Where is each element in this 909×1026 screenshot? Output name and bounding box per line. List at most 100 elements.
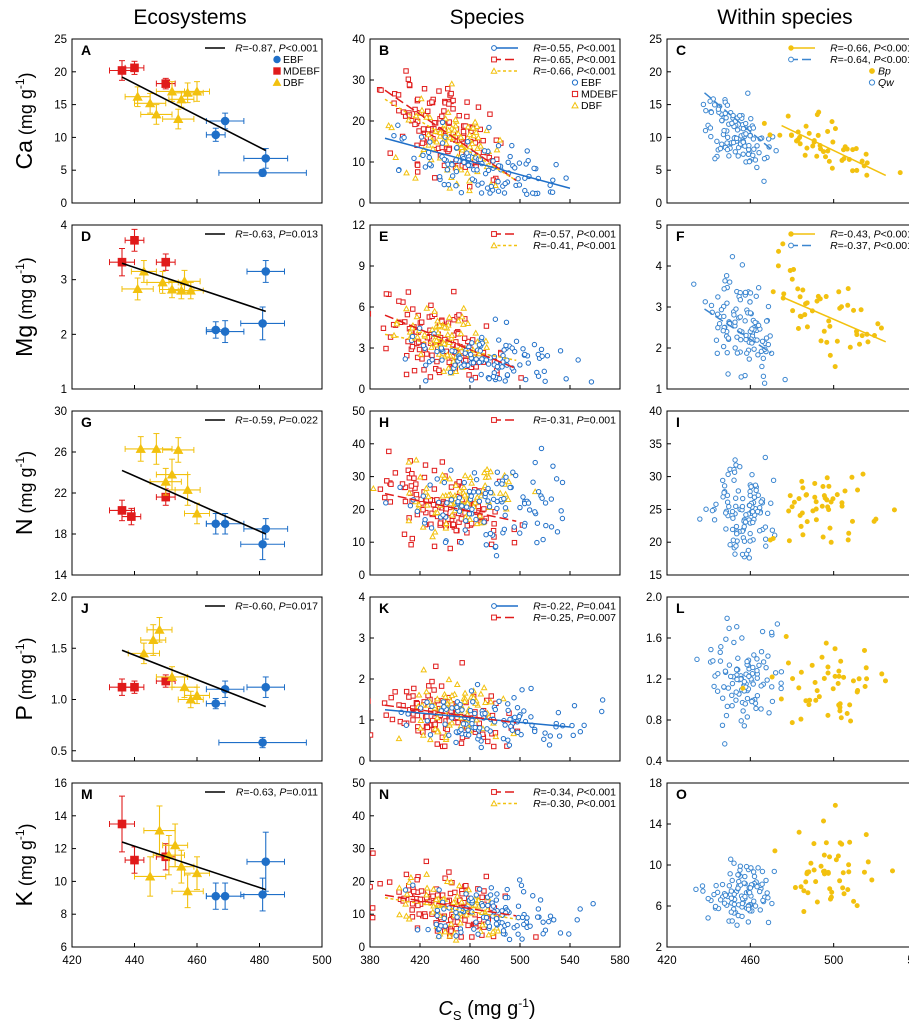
legend-marker [491, 614, 497, 621]
scatter-point-ebf [599, 708, 605, 715]
scatter-point-ebf [550, 177, 556, 183]
y-tick-label: 6 [656, 901, 662, 913]
scatter-point-dbf [452, 116, 459, 123]
scatter-point-qw [745, 906, 752, 912]
scatter-point-ebf [493, 553, 500, 559]
fit-line-ebf [384, 137, 571, 189]
y-tick-label: 5 [656, 165, 662, 177]
panel-o: 2 6 10 14 18 420 460 500 540 O [649, 778, 909, 967]
marker-ebf [220, 519, 230, 529]
scatter-point-qw [731, 860, 737, 866]
legend-label: Qw [878, 77, 895, 89]
scatter-point-mdebf [448, 928, 454, 934]
scatter-point-qw [742, 120, 749, 127]
scatter-point-ebf [488, 885, 495, 891]
scatter-point-dbf [457, 166, 465, 173]
scatter-point-qw [743, 131, 749, 137]
scatter-point-dbf [489, 928, 497, 935]
scatter-point-ebf [454, 914, 460, 920]
data-point-mdebf [124, 846, 145, 874]
scatter-point-ebf [511, 348, 518, 355]
scatter-point-qw [713, 337, 720, 343]
scatter-point-ebf [490, 903, 497, 909]
scatter-point-dbf [473, 716, 480, 723]
scatter-point-bp [783, 634, 789, 640]
scatter-point-bp [770, 289, 776, 295]
scatter-point-dbf [429, 908, 437, 915]
scatter-point-ebf [571, 702, 578, 709]
plot-frame [666, 782, 909, 948]
scatter-point-ebf [485, 485, 491, 492]
scatter-point-qw [763, 335, 770, 341]
scatter-point-ebf [495, 178, 501, 185]
scatter-point-dbf [442, 519, 450, 526]
scatter-point-ebf [449, 705, 455, 711]
fit-line-fit [121, 262, 267, 313]
scatter-point-bp [856, 676, 862, 682]
scatter-point-dbf [434, 329, 442, 336]
row-label-mg: Mg (mg g-1) [11, 257, 37, 357]
scatter-point-dbf [464, 169, 471, 176]
scatter-point-mdebf [451, 288, 457, 295]
scatter-point-qw [769, 698, 776, 705]
scatter-point-qw [720, 477, 726, 484]
scatter-point-ebf [518, 882, 525, 889]
scatter-point-bp [850, 168, 856, 174]
scatter-point-mdebf [488, 541, 495, 548]
scatter-point-ebf [530, 893, 536, 899]
scatter-point-bp [815, 132, 821, 138]
scatter-point-qw [726, 883, 732, 889]
scatter-point-ebf [577, 906, 583, 912]
scatter-point-mdebf [402, 484, 409, 490]
scatter-point-ebf [507, 153, 513, 160]
scatter-point-mdebf [446, 101, 452, 107]
scatter-point-ebf [570, 732, 576, 739]
scatter-point-bp [822, 495, 828, 501]
scatter-point-ebf [414, 927, 421, 933]
scatter-point-qw [732, 319, 738, 325]
scatter-point-dbf [475, 134, 482, 141]
scatter-point-mdebf [421, 367, 427, 373]
scatter-point-mdebf [405, 467, 411, 473]
scatter-point-mdebf [409, 914, 416, 920]
scatter-point-dbf [505, 478, 513, 485]
scatter-point-qw [703, 107, 709, 114]
scatter-point-qw [720, 328, 726, 334]
scatter-point-qw [705, 895, 711, 902]
scatter-point-ebf [502, 722, 508, 728]
scatter-point-ebf [503, 474, 509, 480]
scatter-point-bp [761, 120, 767, 126]
scatter-point-dbf [405, 458, 413, 465]
scatter-point-qw [741, 679, 748, 685]
scatter-point-ebf [462, 527, 468, 533]
scatter-point-mdebf [464, 99, 470, 105]
scatter-point-qw [745, 547, 752, 554]
scatter-point-dbf [472, 329, 480, 336]
scatter-point-dbf [426, 735, 434, 743]
scatter-point-mdebf [477, 126, 483, 133]
scatter-point-mdebf [461, 335, 468, 341]
scatter-point-qw [711, 891, 717, 898]
plot-frame [369, 782, 621, 948]
scatter-point-bp [818, 338, 824, 344]
scatter-point-ebf [490, 496, 497, 503]
scatter-point-mdebf [425, 108, 431, 114]
y-tick-label: 10 [352, 157, 365, 169]
marker-dbf [151, 109, 162, 119]
marker-dbf [154, 624, 165, 634]
panel-letter: N [379, 786, 389, 802]
scatter-point-ebf [522, 351, 528, 358]
scatter-point-bp [846, 862, 852, 868]
scatter-point-mdebf [429, 352, 435, 358]
scatter-point-mdebf [481, 506, 487, 512]
scatter-point-ebf [515, 903, 522, 909]
scatter-point-ebf [493, 915, 500, 922]
scatter-point-mdebf [423, 509, 429, 516]
scatter-point-dbf [429, 533, 436, 540]
legend-marker [490, 67, 498, 74]
scatter-point-qw [759, 868, 766, 875]
scatter-point-ebf [485, 902, 491, 909]
scatter-point-ebf [470, 360, 477, 366]
y-tick-label: 1.5 [51, 643, 67, 655]
scatter-point-ebf [511, 695, 517, 701]
